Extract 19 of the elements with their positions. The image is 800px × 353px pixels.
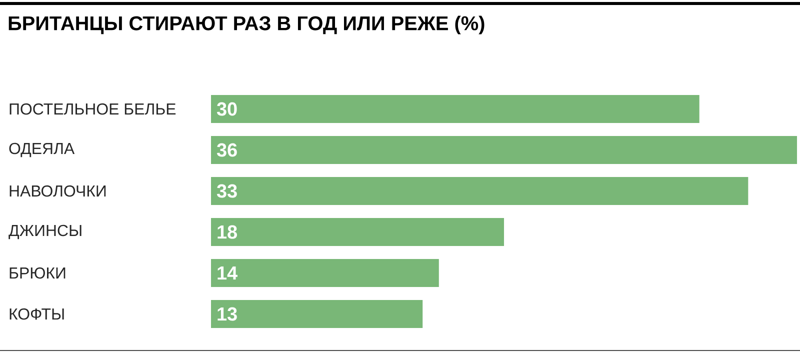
- bar: [211, 218, 504, 246]
- data-label: 36: [216, 143, 237, 157]
- y-tick-label: ДЖИНСЫ: [8, 224, 82, 240]
- y-tick-label: ПОСТЕЛЬНОЕ БЕЛЬЕ: [10, 103, 176, 115]
- data-label: 18: [218, 225, 237, 239]
- bar: [211, 95, 700, 124]
- chart-title: БРИТАНЦЫ СТИРАЮТ РАЗ В ГОД ИЛИ РЕЖЕ (%): [8, 16, 484, 34]
- y-tick-label: ОДЕЯЛА: [9, 142, 75, 158]
- y-tick-label: НАВОЛОЧКИ: [10, 185, 106, 197]
- y-tick-label: БРЮКИ: [10, 267, 66, 279]
- data-label: 14: [218, 266, 238, 280]
- bar: [211, 177, 748, 206]
- bar: [211, 300, 423, 328]
- bar: [211, 259, 439, 288]
- data-label: 33: [216, 184, 237, 198]
- data-label: 30: [216, 102, 237, 116]
- data-label: 13: [218, 307, 237, 321]
- bar: [211, 136, 798, 164]
- y-tick-label: КОФТЫ: [10, 308, 64, 320]
